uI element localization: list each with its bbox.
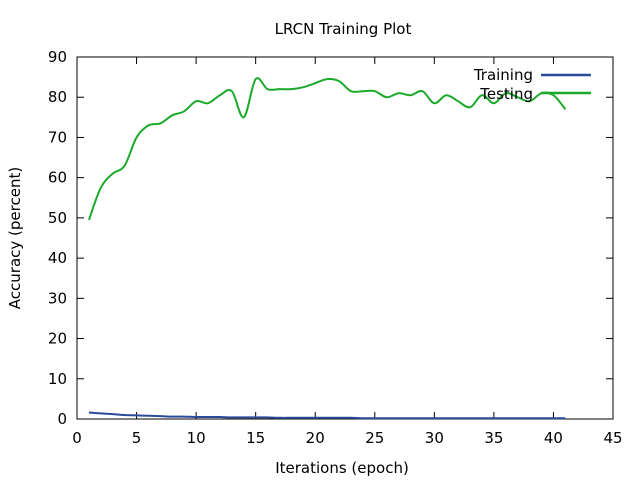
legend-label-testing: Testing — [479, 85, 533, 103]
chart-title: LRCN Training Plot — [275, 20, 412, 38]
y-tick-label: 70 — [48, 128, 67, 146]
x-tick-label: 25 — [365, 429, 384, 447]
plot-frame-group — [76, 56, 614, 420]
x-axis-title: Iterations (epoch) — [275, 459, 409, 477]
y-tick-label: 60 — [48, 169, 67, 187]
y-tick-label: 20 — [48, 330, 67, 348]
y-tick-label: 10 — [48, 370, 67, 388]
series-layer — [87, 77, 567, 420]
x-tick-label: 15 — [246, 429, 265, 447]
x-tick-label: 30 — [425, 429, 444, 447]
x-tick-label: 35 — [484, 429, 503, 447]
x-axis-ticks: 0 5 10 15 20 25 30 35 40 45 — [72, 57, 623, 447]
y-tick-label: 30 — [48, 289, 67, 307]
x-tick-label: 5 — [132, 429, 142, 447]
series-line-testing — [87, 77, 567, 221]
legend-label-training: Training — [473, 66, 533, 84]
series-line-training — [88, 411, 566, 420]
y-tick-label: 50 — [48, 209, 67, 227]
y-tick-label: 0 — [57, 410, 67, 428]
plot-frame — [76, 56, 614, 420]
x-tick-label: 10 — [187, 429, 206, 447]
x-tick-label: 20 — [306, 429, 325, 447]
y-axis-ticks: 0 10 20 30 40 50 60 70 80 90 — [48, 48, 613, 428]
y-axis-title: Accuracy (percent) — [6, 167, 24, 309]
legend: Training Testing — [473, 66, 591, 103]
x-tick-label: 45 — [603, 429, 622, 447]
y-tick-label: 40 — [48, 249, 67, 267]
x-tick-label: 0 — [72, 429, 82, 447]
y-tick-label: 90 — [48, 48, 67, 66]
x-tick-label: 40 — [544, 429, 563, 447]
y-tick-label: 80 — [48, 88, 67, 106]
